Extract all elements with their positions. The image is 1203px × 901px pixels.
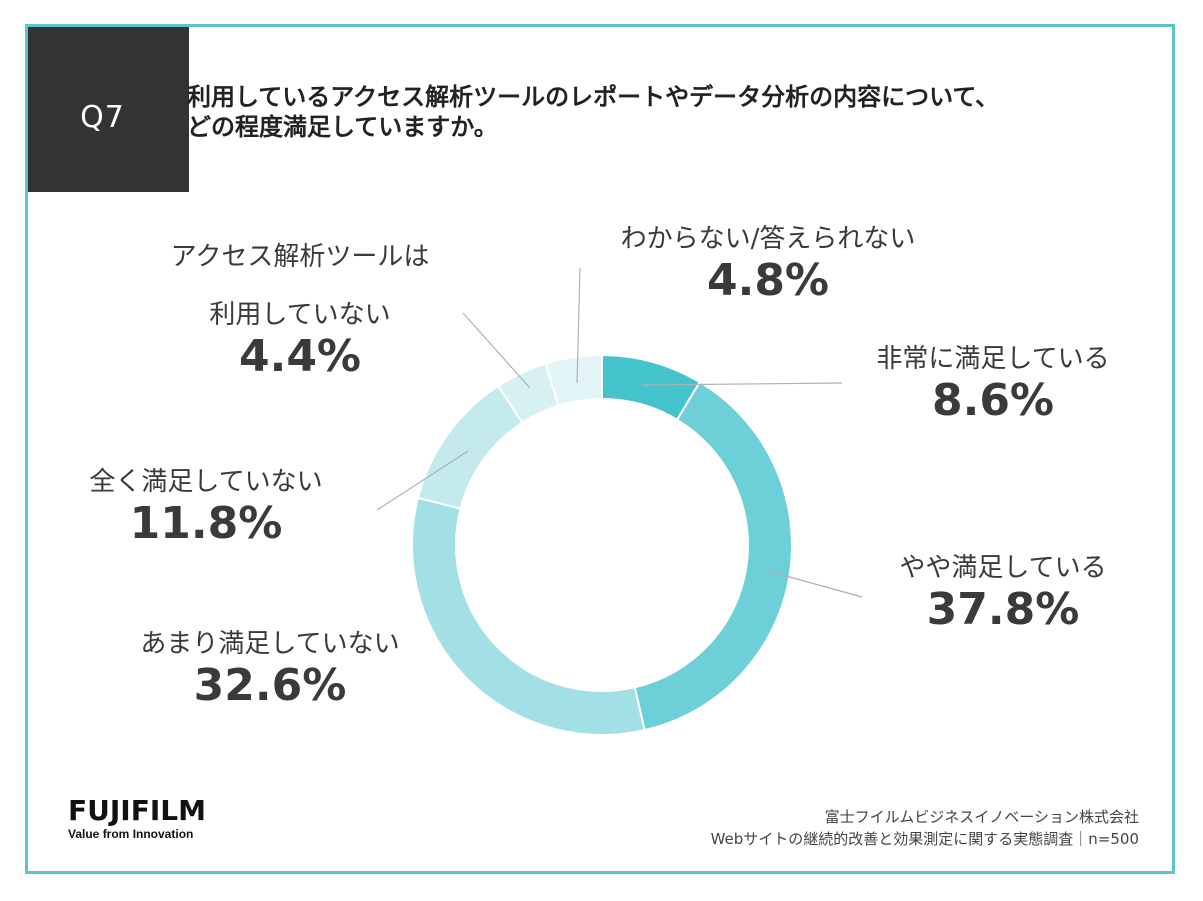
question-line-1: 利用しているアクセス解析ツールのレポートやデータ分析の内容について、 <box>187 83 1000 111</box>
leader-line-dont-know <box>576 267 581 384</box>
question-line-2: どの程度満足していますか。 <box>187 113 498 141</box>
logo-tagline: Value from Innovation <box>68 827 194 841</box>
donut-slice-not-very-satisfied <box>411 496 646 736</box>
leader-line-not-using-tool <box>462 312 531 389</box>
slice-label-somewhat-satisfied: やや満足している <box>899 553 1107 583</box>
slice-value-not-satisfied-at-all: 11.8% <box>129 498 283 549</box>
label-dont-know: わからない/答えられない 4.8% <box>588 222 948 306</box>
donut-slice-not-satisfied-at-all <box>416 384 524 510</box>
label-not-satisfied-at-all: 全く満足していない 11.8% <box>56 465 356 549</box>
slice-label-not-satisfied-at-all: 全く満足していない <box>89 467 323 497</box>
leader-line-somewhat-satisfied <box>767 570 863 598</box>
slice-value-not-very-satisfied: 32.6% <box>193 660 347 711</box>
question-number-box: Q7 <box>28 27 189 192</box>
slice-label-not-using-tool-line-1: アクセス解析ツールは <box>170 242 430 272</box>
label-very-satisfied: 非常に満足している 8.6% <box>848 342 1138 426</box>
fujifilm-logo: FUJIFILM Value from Innovation <box>68 794 206 842</box>
question-number: Q7 <box>80 100 125 135</box>
slice-value-not-using-tool: 4.4% <box>238 331 362 382</box>
slice-value-dont-know: 4.8% <box>706 255 830 306</box>
logo-wordmark: FUJIFILM <box>68 794 206 827</box>
label-not-very-satisfied: あまり満足していない 32.6% <box>100 627 440 711</box>
slice-label-not-very-satisfied: あまり満足していない <box>140 629 400 659</box>
label-not-using-tool: アクセス解析ツールは 利用していない 4.4% <box>140 240 460 382</box>
slice-label-very-satisfied: 非常に満足している <box>876 344 1110 374</box>
source-note: 富士フイルムビジネスイノベーション株式会社 Webサイトの継続的改善と効果測定に… <box>711 806 1139 850</box>
donut-slice-somewhat-satisfied <box>633 380 793 732</box>
source-line-2: Webサイトの継続的改善と効果測定に関する実態調査｜n=500 <box>710 830 1139 848</box>
source-line-1: 富士フイルムビジネスイノベーション株式会社 <box>824 808 1139 826</box>
chart-frame: Q7 <box>25 24 1175 874</box>
question-text: 利用しているアクセス解析ツールのレポートやデータ分析の内容について、 どの程度満… <box>187 82 1127 142</box>
slice-value-somewhat-satisfied: 37.8% <box>926 584 1080 635</box>
slice-label-dont-know: わからない/答えられない <box>620 224 916 254</box>
label-somewhat-satisfied: やや満足している 37.8% <box>868 551 1138 635</box>
slice-label-not-using-tool-line-2: 利用していない <box>209 300 391 330</box>
leader-line-not-satisfied-at-all <box>376 450 469 511</box>
leader-line-very-satisfied <box>641 382 843 386</box>
slice-value-very-satisfied: 8.6% <box>931 375 1055 426</box>
donut-slice-dont-know <box>544 353 603 407</box>
